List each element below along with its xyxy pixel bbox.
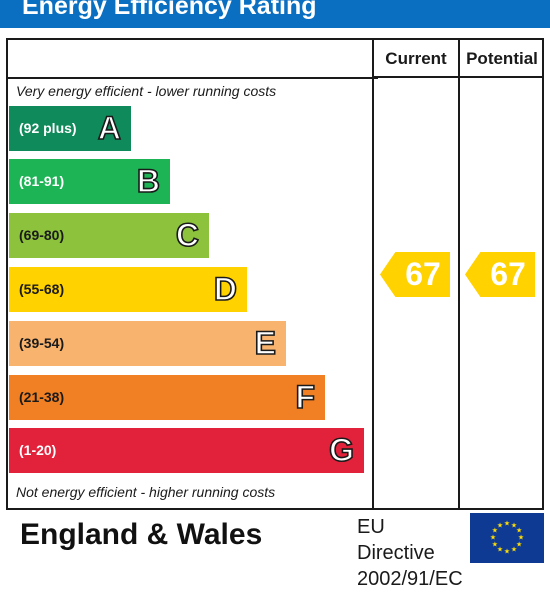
- eu-directive: EU Directive 2002/91/EC: [357, 514, 467, 592]
- flag-star: ★: [511, 521, 517, 529]
- flag-star: ★: [516, 541, 522, 549]
- eu-stars-icon: ★★★★★★★★★ ★ ★★: [490, 520, 524, 556]
- band-f: (21-38) F: [9, 375, 325, 420]
- flag-star: ★: [504, 548, 510, 556]
- band-letter: B: [136, 162, 161, 200]
- band-letter: E: [254, 324, 277, 362]
- band-range: (21-38): [19, 389, 65, 405]
- potential-column-header: Potential: [466, 49, 538, 68]
- page-title: Energy Efficiency Rating: [22, 0, 317, 20]
- eu-flag-icon: ★ ★ ★ ★ ★ ★ ★ ★ ★ ★ ★ ★: [470, 513, 544, 563]
- flag-star: ★: [492, 541, 498, 549]
- band-letter: G: [328, 431, 354, 469]
- current-column-header: Current: [385, 49, 447, 68]
- region-label: England & Wales: [20, 518, 263, 551]
- rating-frame: [6, 38, 544, 510]
- band-range: (39-54): [19, 335, 65, 351]
- band-b: (81-91) B: [9, 159, 170, 204]
- band-letter: C: [175, 216, 200, 254]
- current-rating-value: 67: [405, 256, 441, 292]
- flag-star: ★: [516, 527, 522, 535]
- flag-star: ★: [492, 527, 498, 535]
- directive-line-2: 2002/91/EC: [357, 568, 463, 590]
- band-range: (55-68): [19, 281, 65, 297]
- band-d: (55-68) D: [9, 267, 247, 312]
- header-divider: [6, 77, 378, 79]
- potential-rating-arrow: 67: [465, 252, 535, 297]
- band-range: (81-91): [19, 173, 65, 189]
- potential-rating-value: 67: [490, 256, 526, 292]
- flag-star: ★: [504, 520, 510, 528]
- band-range: (92 plus): [19, 120, 77, 136]
- current-rating-arrow: 67: [380, 252, 450, 297]
- column-divider: [372, 38, 374, 510]
- title-bar: Energy Efficiency Rating: [0, 0, 550, 28]
- flag-star: ★: [497, 521, 503, 529]
- band-letter: D: [213, 270, 238, 308]
- flag-star: ★: [518, 534, 524, 542]
- inefficient-note: Not energy efficient - higher running co…: [16, 484, 276, 500]
- band-a: (92 plus) A: [9, 106, 131, 151]
- band-g: (1-20) G: [9, 428, 364, 473]
- band-range: (1-20): [19, 442, 57, 458]
- band-range: (69-80): [19, 227, 65, 243]
- flag-star: ★: [490, 534, 496, 542]
- band-letter: A: [97, 109, 122, 147]
- band-e: (39-54) E: [9, 321, 286, 366]
- directive-line-1: EU Directive: [357, 516, 435, 564]
- efficient-note: Very energy efficient - lower running co…: [16, 83, 277, 99]
- column-divider: [458, 38, 460, 510]
- band-letter: F: [295, 378, 316, 416]
- band-c: (69-80) C: [9, 213, 209, 258]
- header-divider: [372, 76, 544, 78]
